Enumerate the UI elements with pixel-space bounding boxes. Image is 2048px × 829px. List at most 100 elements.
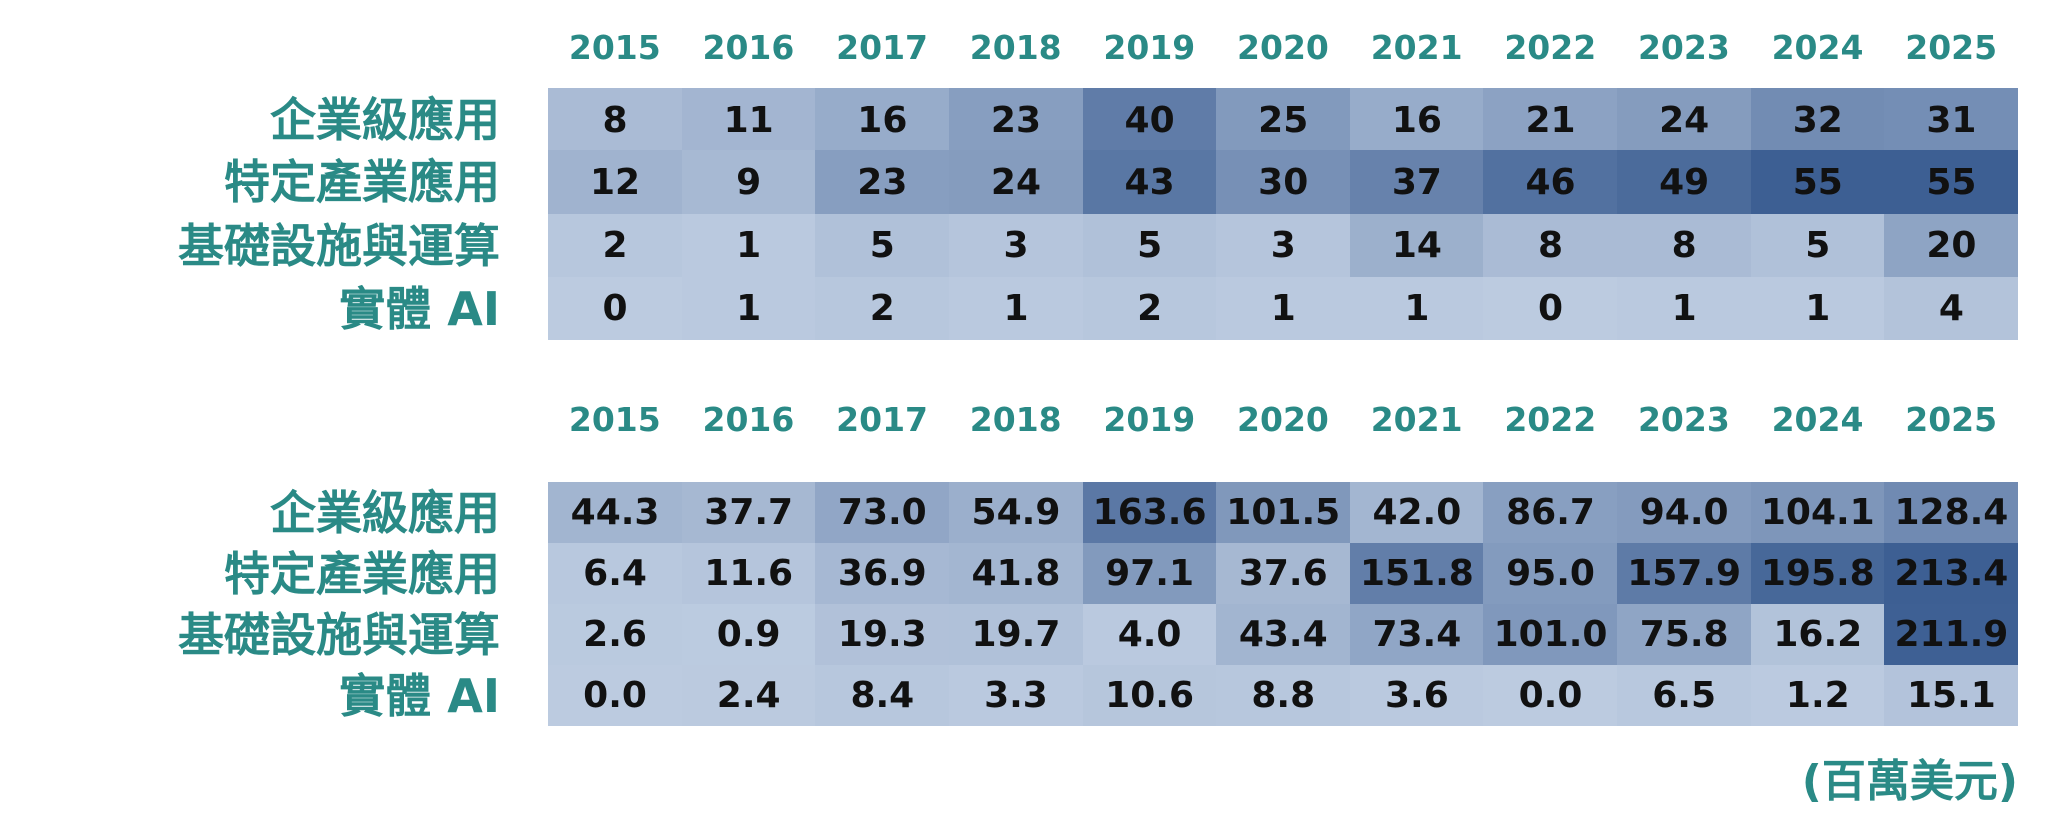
- heatmap-cell: 43: [1082, 150, 1217, 214]
- year-header: 2017: [836, 28, 928, 67]
- row-label: 企業級應用: [270, 93, 500, 147]
- row-label: 基礎設施與運算: [178, 607, 500, 662]
- year-header: 2017: [836, 400, 928, 439]
- year-header: 2015: [568, 400, 661, 439]
- heatmap-cell: 11: [681, 88, 816, 152]
- heatmap-cell: 1: [681, 277, 816, 340]
- heatmap-cell: 16: [815, 88, 950, 152]
- heatmap-cell: 40: [1082, 88, 1217, 152]
- year-header: 2020: [1237, 400, 1329, 439]
- heatmap-cell: 11.6: [681, 543, 816, 604]
- year-header: 2018: [969, 28, 1062, 67]
- heatmap-cell: 8.8: [1216, 665, 1351, 726]
- heatmap-cell: 3: [948, 214, 1084, 277]
- heatmap-cell: 41.8: [948, 543, 1084, 604]
- heatmap-cell: 8.4: [815, 665, 950, 726]
- year-header: 2021: [1370, 28, 1463, 67]
- heatmap-cell: 2: [1082, 277, 1217, 340]
- unit-label: (百萬美元): [1801, 756, 2018, 807]
- heatmap-cell: 2: [815, 277, 950, 340]
- year-header: 2018: [969, 400, 1062, 439]
- year-header: 2025: [1905, 400, 1998, 439]
- heatmap-cell: 36.9: [815, 543, 950, 604]
- heatmap-cell: 97.1: [1082, 543, 1217, 604]
- heatmap-cell: 31: [1884, 88, 2019, 152]
- heatmap-cell: 21: [1483, 88, 1618, 152]
- heatmap-cell: 195.8: [1750, 543, 1885, 604]
- row-label: 實體 AI: [339, 281, 500, 336]
- year-header: 2024: [1771, 400, 1864, 439]
- heatmap-cell: 15.1: [1884, 665, 2019, 726]
- heatmap-cell: 101.0: [1483, 604, 1618, 665]
- heatmap-cell: 73.0: [815, 482, 950, 543]
- heatmap-cell: 54.9: [948, 482, 1084, 543]
- heatmap-cell: 24: [948, 150, 1084, 214]
- heatmap-cell: 0: [548, 277, 683, 340]
- heatmap-cell: 43.4: [1216, 604, 1351, 665]
- year-header: 2022: [1504, 400, 1597, 439]
- heatmap-cell: 42.0: [1349, 482, 1484, 543]
- row-label: 企業級應用: [270, 485, 500, 540]
- heatmap-cell: 10.6: [1082, 665, 1217, 726]
- heatmap-cell: 32: [1750, 88, 1885, 152]
- heatmap-cell: 16.2: [1750, 604, 1885, 665]
- heatmap-cell: 1.2: [1750, 665, 1885, 726]
- heatmap-cell: 0.9: [681, 604, 816, 665]
- heatmap-cell: 1: [1349, 277, 1484, 340]
- heatmap-cell: 1: [948, 277, 1084, 340]
- heatmap-cell: 37.6: [1216, 543, 1351, 604]
- heatmap-cell: 6.5: [1617, 665, 1752, 726]
- heatmap-cell: 9: [681, 150, 816, 214]
- heatmap-cell: 55: [1884, 150, 2019, 214]
- heatmap-cell: 23: [948, 88, 1084, 152]
- heatmap-cell: 8: [1617, 214, 1752, 277]
- heatmap-cell: 23: [815, 150, 950, 214]
- heatmap-cell: 5: [1750, 214, 1885, 277]
- heatmap-cell: 24: [1617, 88, 1752, 152]
- heatmap-cell: 19.3: [815, 604, 950, 665]
- heatmap-cell: 1: [681, 214, 816, 277]
- heatmap-cell: 6.4: [548, 543, 683, 604]
- heatmap-cell: 14: [1349, 214, 1484, 277]
- heatmap-cell: 4: [1884, 277, 2019, 340]
- year-header: 2016: [702, 400, 795, 439]
- heatmap-cell: 8: [548, 88, 683, 152]
- heatmap-cell: 3.3: [948, 665, 1084, 726]
- year-header: 2016: [702, 28, 795, 67]
- heatmap-cell: 37.7: [681, 482, 816, 543]
- heatmap-cell: 151.8: [1349, 543, 1484, 604]
- heatmap-cell: 163.6: [1082, 482, 1217, 543]
- year-header: 2019: [1103, 28, 1196, 67]
- heatmap-cell: 128.4: [1884, 482, 2019, 543]
- year-header: 2022: [1504, 28, 1597, 67]
- heatmap-cell: 5: [815, 214, 950, 277]
- heatmap-cell: 94.0: [1617, 482, 1752, 543]
- heatmap-cell: 75.8: [1617, 604, 1752, 665]
- heatmap-cell: 73.4: [1349, 604, 1484, 665]
- heatmap-cell: 0.0: [1483, 665, 1618, 726]
- row-label: 特定產業應用: [224, 546, 500, 601]
- heatmap-cell: 8: [1483, 214, 1618, 277]
- year-header: 2023: [1637, 400, 1730, 439]
- heatmap-cell: 30: [1216, 150, 1351, 214]
- year-header: 2020: [1237, 28, 1329, 67]
- heatmap-cell: 211.9: [1884, 604, 2019, 665]
- heatmap-cell: 101.5: [1216, 482, 1351, 543]
- heatmap-cell: 1: [1617, 277, 1752, 340]
- heatmap-cell: 95.0: [1483, 543, 1618, 604]
- heatmap-cell: 2.4: [681, 665, 816, 726]
- heatmap-cell: 157.9: [1617, 543, 1752, 604]
- heatmap-cell: 37: [1349, 150, 1484, 214]
- row-label: 實體 AI: [339, 668, 500, 723]
- heatmap-cell: 1: [1216, 277, 1351, 340]
- heatmap-cell: 1: [1750, 277, 1885, 340]
- heatmap-cell: 55: [1750, 150, 1885, 214]
- heatmap-cell: 3.6: [1349, 665, 1484, 726]
- year-header: 2015: [568, 28, 661, 67]
- heatmap-cell: 86.7: [1483, 482, 1618, 543]
- heatmap-cell: 49: [1617, 150, 1752, 214]
- heatmap-cell: 16: [1349, 88, 1484, 152]
- year-header: 2025: [1905, 28, 1998, 67]
- year-header: 2019: [1103, 400, 1196, 439]
